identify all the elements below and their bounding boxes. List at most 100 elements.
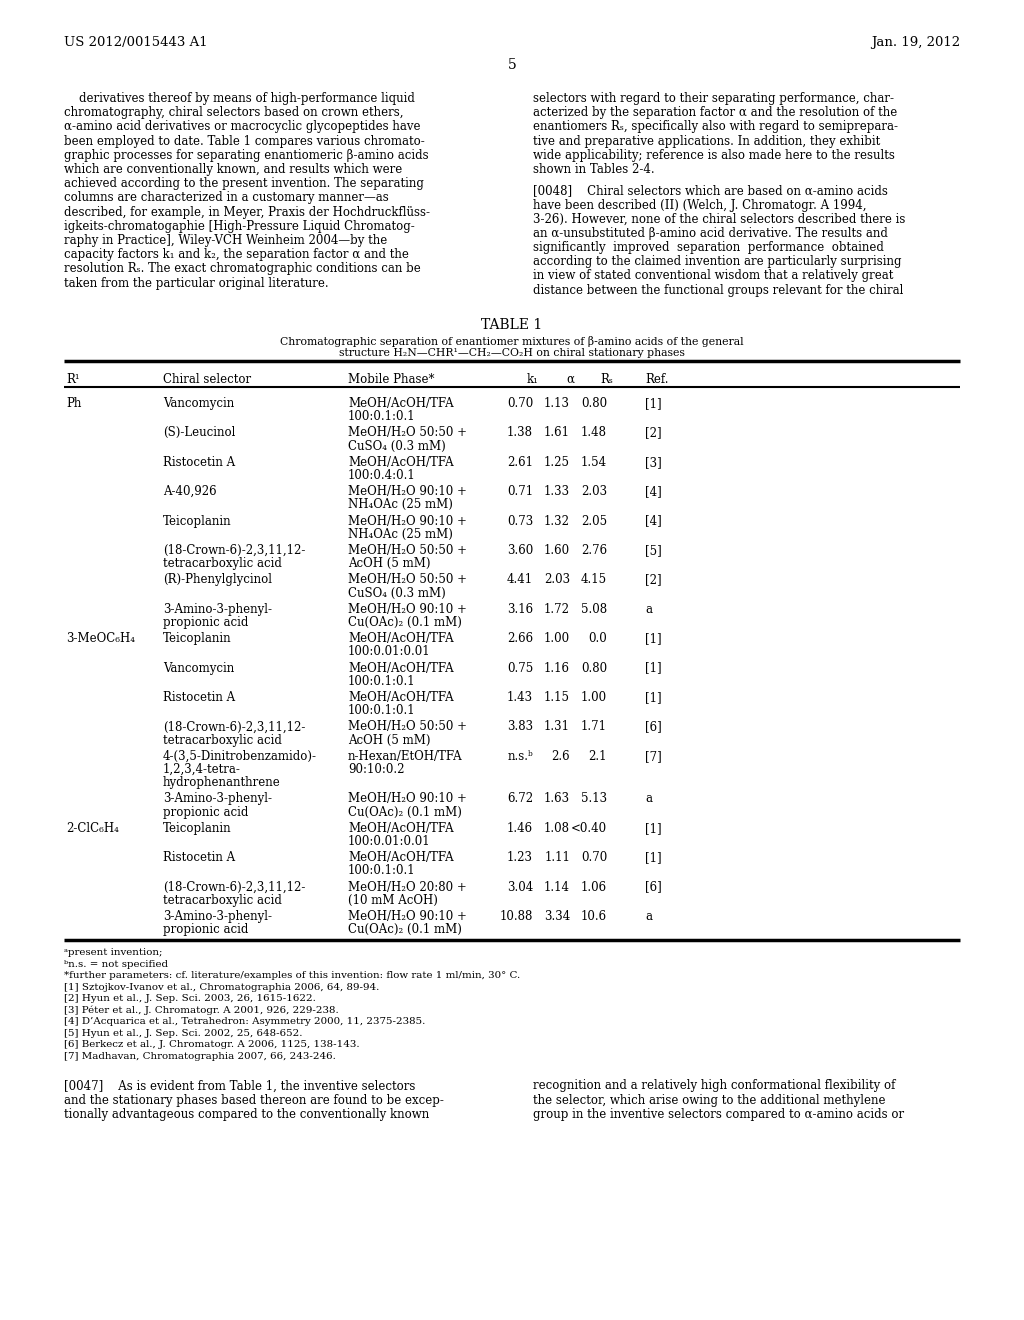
Text: 1.00: 1.00	[544, 632, 570, 645]
Text: (18-Crown-6)-2,3,11,12-: (18-Crown-6)-2,3,11,12-	[163, 880, 305, 894]
Text: 4.15: 4.15	[581, 573, 607, 586]
Text: 2.76: 2.76	[581, 544, 607, 557]
Text: 100:0.1:0.1: 100:0.1:0.1	[348, 675, 416, 688]
Text: Mobile Phase*: Mobile Phase*	[348, 374, 434, 385]
Text: 1.54: 1.54	[581, 455, 607, 469]
Text: [2] Hyun et al., J. Sep. Sci. 2003, 26, 1615-1622.: [2] Hyun et al., J. Sep. Sci. 2003, 26, …	[63, 994, 315, 1003]
Text: 100:0.01:0.01: 100:0.01:0.01	[348, 836, 431, 847]
Text: 3.60: 3.60	[507, 544, 534, 557]
Text: k₁: k₁	[527, 374, 539, 385]
Text: shown in Tables 2-4.: shown in Tables 2-4.	[534, 162, 654, 176]
Text: 1.31: 1.31	[544, 721, 570, 734]
Text: 2.1: 2.1	[589, 750, 607, 763]
Text: (18-Crown-6)-2,3,11,12-: (18-Crown-6)-2,3,11,12-	[163, 544, 305, 557]
Text: Teicoplanin: Teicoplanin	[163, 822, 231, 834]
Text: tive and preparative applications. In addition, they exhibit: tive and preparative applications. In ad…	[534, 135, 881, 148]
Text: 3.34: 3.34	[544, 909, 570, 923]
Text: 3.04: 3.04	[507, 880, 534, 894]
Text: 6.72: 6.72	[507, 792, 534, 805]
Text: chromatography, chiral selectors based on crown ethers,: chromatography, chiral selectors based o…	[63, 106, 403, 119]
Text: [4] D’Acquarica et al., Tetrahedron: Asymmetry 2000, 11, 2375-2385.: [4] D’Acquarica et al., Tetrahedron: Asy…	[63, 1018, 425, 1027]
Text: [4]: [4]	[645, 515, 662, 528]
Text: propionic acid: propionic acid	[163, 805, 249, 818]
Text: 1.16: 1.16	[544, 661, 570, 675]
Text: [3]: [3]	[645, 455, 662, 469]
Text: 1.72: 1.72	[544, 603, 570, 616]
Text: [6] Berkecz et al., J. Chromatogr. A 2006, 1125, 138-143.: [6] Berkecz et al., J. Chromatogr. A 200…	[63, 1040, 359, 1049]
Text: (18-Crown-6)-2,3,11,12-: (18-Crown-6)-2,3,11,12-	[163, 721, 305, 734]
Text: Ristocetin A: Ristocetin A	[163, 851, 236, 865]
Text: significantly  improved  separation  performance  obtained: significantly improved separation perfor…	[534, 242, 884, 253]
Text: [1] Sztojkov-Ivanov et al., Chromatographia 2006, 64, 89-94.: [1] Sztojkov-Ivanov et al., Chromatograp…	[63, 983, 379, 991]
Text: [1]: [1]	[645, 397, 662, 411]
Text: MeOH/H₂O 90:10 +: MeOH/H₂O 90:10 +	[348, 603, 467, 616]
Text: 1.60: 1.60	[544, 544, 570, 557]
Text: a: a	[645, 909, 652, 923]
Text: Cu(OAc)₂ (0.1 mM): Cu(OAc)₂ (0.1 mM)	[348, 805, 462, 818]
Text: a: a	[645, 603, 652, 616]
Text: 3-26). However, none of the chiral selectors described there is: 3-26). However, none of the chiral selec…	[534, 213, 905, 226]
Text: n.s.ᵇ: n.s.ᵇ	[507, 750, 534, 763]
Text: [0047]    As is evident from Table 1, the inventive selectors: [0047] As is evident from Table 1, the i…	[63, 1080, 416, 1093]
Text: an α-unsubstituted β-amino acid derivative. The results and: an α-unsubstituted β-amino acid derivati…	[534, 227, 888, 240]
Text: 1.48: 1.48	[581, 426, 607, 440]
Text: 1.38: 1.38	[507, 426, 534, 440]
Text: wide applicability; reference is also made here to the results: wide applicability; reference is also ma…	[534, 149, 895, 162]
Text: 1.33: 1.33	[544, 486, 570, 498]
Text: MeOH/H₂O 50:50 +: MeOH/H₂O 50:50 +	[348, 426, 467, 440]
Text: 1,2,3,4-tetra-: 1,2,3,4-tetra-	[163, 763, 241, 776]
Text: [2]: [2]	[645, 426, 662, 440]
Text: [6]: [6]	[645, 721, 662, 734]
Text: resolution Rₛ. The exact chromatographic conditions can be: resolution Rₛ. The exact chromatographic…	[63, 263, 421, 276]
Text: 0.70: 0.70	[507, 397, 534, 411]
Text: [1]: [1]	[645, 661, 662, 675]
Text: R¹: R¹	[66, 374, 80, 385]
Text: raphy in Practice], Wiley-VCH Weinheim 2004—by the: raphy in Practice], Wiley-VCH Weinheim 2…	[63, 234, 387, 247]
Text: MeOH/H₂O 90:10 +: MeOH/H₂O 90:10 +	[348, 486, 467, 498]
Text: 5.08: 5.08	[581, 603, 607, 616]
Text: achieved according to the present invention. The separating: achieved according to the present invent…	[63, 177, 424, 190]
Text: MeOH/H₂O 50:50 +: MeOH/H₂O 50:50 +	[348, 721, 467, 734]
Text: α-amino acid derivatives or macrocyclic glycopeptides have: α-amino acid derivatives or macrocyclic …	[63, 120, 421, 133]
Text: distance between the functional groups relevant for the chiral: distance between the functional groups r…	[534, 284, 903, 297]
Text: Cu(OAc)₂ (0.1 mM): Cu(OAc)₂ (0.1 mM)	[348, 923, 462, 936]
Text: NH₄OAc (25 mM): NH₄OAc (25 mM)	[348, 499, 453, 511]
Text: 1.11: 1.11	[544, 851, 570, 865]
Text: 0.0: 0.0	[588, 632, 607, 645]
Text: <0.40: <0.40	[570, 822, 607, 834]
Text: 4.41: 4.41	[507, 573, 534, 586]
Text: 2-ClC₆H₄: 2-ClC₆H₄	[66, 822, 119, 834]
Text: 100:0.1:0.1: 100:0.1:0.1	[348, 411, 416, 424]
Text: 2.03: 2.03	[581, 486, 607, 498]
Text: according to the claimed invention are particularly surprising: according to the claimed invention are p…	[534, 255, 901, 268]
Text: [7]: [7]	[645, 750, 662, 763]
Text: 1.08: 1.08	[544, 822, 570, 834]
Text: [1]: [1]	[645, 822, 662, 834]
Text: [2]: [2]	[645, 573, 662, 586]
Text: igkeits-chromatogaphie [High-Pressure Liquid Chromatog-: igkeits-chromatogaphie [High-Pressure Li…	[63, 220, 415, 232]
Text: a: a	[645, 792, 652, 805]
Text: CuSO₄ (0.3 mM): CuSO₄ (0.3 mM)	[348, 586, 445, 599]
Text: MeOH/AcOH/TFA: MeOH/AcOH/TFA	[348, 455, 454, 469]
Text: Rₛ: Rₛ	[600, 374, 613, 385]
Text: 1.32: 1.32	[544, 515, 570, 528]
Text: 2.03: 2.03	[544, 573, 570, 586]
Text: 10.6: 10.6	[581, 909, 607, 923]
Text: Ph: Ph	[66, 397, 81, 411]
Text: [3] Péter et al., J. Chromatogr. A 2001, 926, 229-238.: [3] Péter et al., J. Chromatogr. A 2001,…	[63, 1006, 339, 1015]
Text: 1.23: 1.23	[507, 851, 534, 865]
Text: MeOH/H₂O 90:10 +: MeOH/H₂O 90:10 +	[348, 792, 467, 805]
Text: ᵃpresent invention;: ᵃpresent invention;	[63, 948, 163, 957]
Text: 10.88: 10.88	[500, 909, 534, 923]
Text: Chromatographic separation of enantiomer mixtures of β-amino acids of the genera: Chromatographic separation of enantiomer…	[281, 337, 743, 347]
Text: [0048]    Chiral selectors which are based on α-amino acids: [0048] Chiral selectors which are based …	[534, 185, 888, 197]
Text: MeOH/H₂O 90:10 +: MeOH/H₂O 90:10 +	[348, 909, 467, 923]
Text: (R)-Phenylglycinol: (R)-Phenylglycinol	[163, 573, 272, 586]
Text: group in the inventive selectors compared to α-amino acids or: group in the inventive selectors compare…	[534, 1107, 904, 1121]
Text: MeOH/AcOH/TFA: MeOH/AcOH/TFA	[348, 822, 454, 834]
Text: tetracarboxylic acid: tetracarboxylic acid	[163, 734, 282, 747]
Text: CuSO₄ (0.3 mM): CuSO₄ (0.3 mM)	[348, 440, 445, 453]
Text: Ristocetin A: Ristocetin A	[163, 690, 236, 704]
Text: TABLE 1: TABLE 1	[481, 318, 543, 333]
Text: MeOH/H₂O 50:50 +: MeOH/H₂O 50:50 +	[348, 544, 467, 557]
